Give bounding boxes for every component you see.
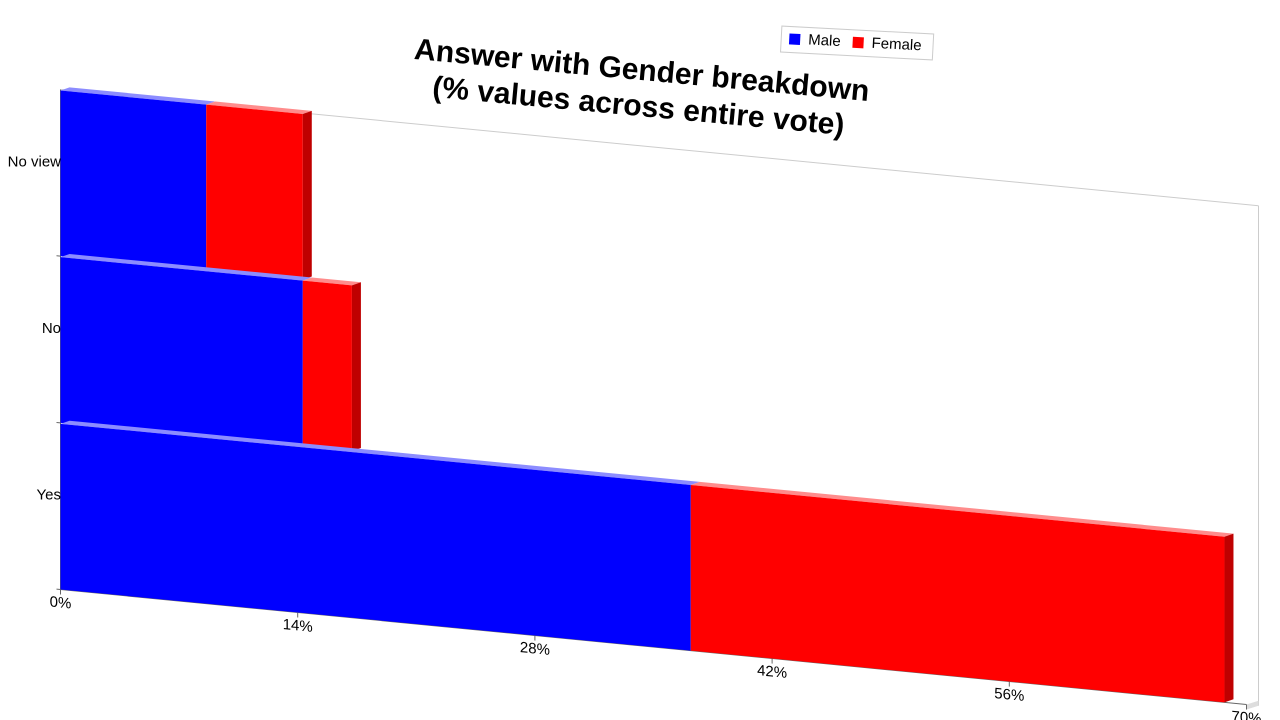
x-tick-label: 0%: [50, 593, 72, 612]
bar-top-face: [690, 481, 1234, 537]
bar: [60, 90, 207, 271]
y-tick-label: Yes: [37, 487, 61, 504]
bar: [60, 423, 691, 651]
x-tick-label: 70%: [1232, 708, 1262, 720]
bar-side-face: [351, 282, 361, 452]
legend-swatch: [788, 33, 801, 46]
bar-top-face: [206, 101, 312, 115]
bar: [302, 280, 352, 452]
bar-top-face: [302, 277, 361, 286]
legend-label: Female: [871, 35, 922, 55]
legend-label: Male: [808, 31, 841, 50]
floor-edge: [1246, 700, 1259, 710]
title-group: Answer with Gender breakdown (% values a…: [413, 33, 871, 142]
bar: [206, 104, 303, 280]
bar-top-face: [60, 420, 700, 485]
legend: Male Female: [780, 25, 935, 61]
bar-top-face: [60, 254, 312, 281]
bar-side-face: [1224, 533, 1234, 703]
plot-area: 0% 14% 28% 42% 56% 70%: [50, 87, 1262, 720]
y-tick-label: No: [42, 320, 61, 337]
y-labels: No view No Yes: [8, 153, 62, 503]
x-tick-label: 42%: [757, 662, 787, 682]
bar: [60, 257, 303, 447]
y-tick-label: No view: [8, 153, 62, 170]
bar-side-face: [302, 110, 312, 280]
x-tick-label: 56%: [994, 685, 1024, 705]
bar: [690, 484, 1225, 703]
x-tick-label: 28%: [520, 639, 550, 659]
legend-swatch: [852, 36, 864, 49]
x-tick-label: 14%: [283, 616, 313, 636]
bar-top-face: [60, 87, 216, 105]
